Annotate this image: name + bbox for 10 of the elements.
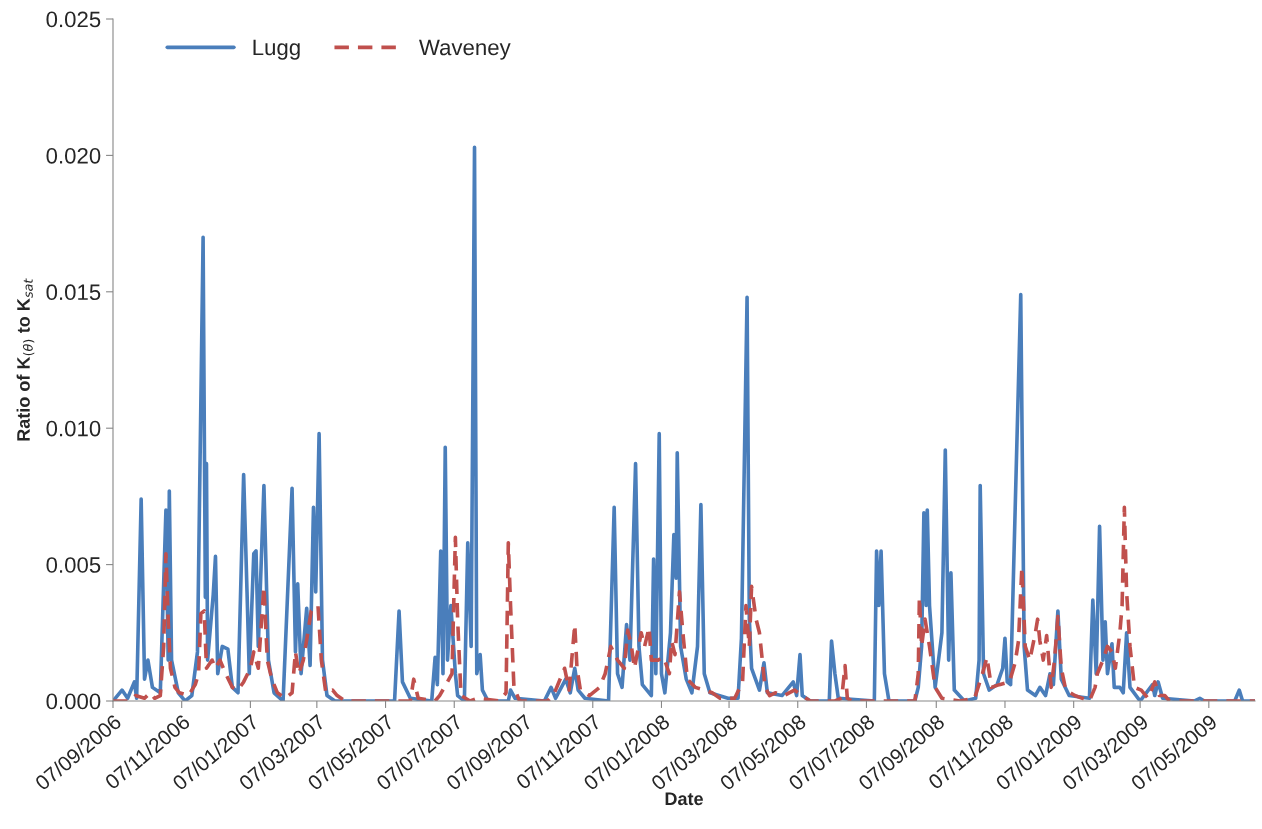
- y-tick-label: 0.005: [46, 557, 101, 573]
- y-tick-label: 0.010: [46, 420, 101, 437]
- x-axis-title: Date: [665, 792, 703, 806]
- y-tick-label: 0.015: [46, 284, 101, 301]
- legend-label: Waveney: [419, 39, 511, 60]
- legend-label: Lugg: [253, 39, 300, 60]
- y-tick-label: 0.020: [46, 147, 101, 164]
- y-tick-label: 0.025: [46, 11, 101, 28]
- y-tick-label: 0.000: [46, 693, 101, 710]
- y-axis-title: Ratio of K$_{(θ)}$ to K$_{sat}$: [16, 278, 35, 441]
